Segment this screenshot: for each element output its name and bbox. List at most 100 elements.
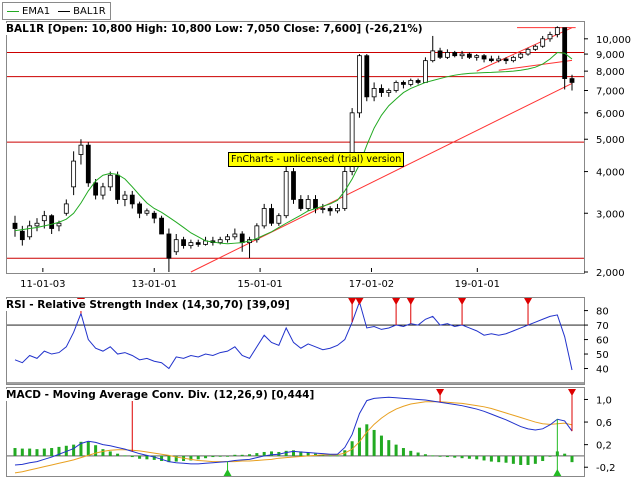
candle-body xyxy=(510,56,516,62)
macd-histogram-bar xyxy=(401,448,405,456)
candle-body xyxy=(371,88,377,98)
macd-histogram-bar xyxy=(72,444,76,456)
candle-body xyxy=(459,53,465,57)
macd-histogram-bar xyxy=(372,429,376,456)
macd-histogram-bar xyxy=(365,424,369,456)
candle-body xyxy=(56,222,62,227)
macd-histogram-bar xyxy=(533,455,537,464)
legend-item-bal[interactable]: BAL1R xyxy=(58,6,106,17)
candle-body xyxy=(239,233,245,243)
macd-histogram-bar xyxy=(497,455,501,463)
macd-y-tick-label: 1,0 xyxy=(596,395,612,406)
legend-item-ema[interactable]: EMA1 xyxy=(7,6,50,17)
candle-body xyxy=(276,215,282,224)
price-y-tick-label: 5,000 xyxy=(596,135,625,146)
candle-body xyxy=(313,199,318,209)
candle-body xyxy=(488,58,494,62)
rsi-y-tick-label: 40 xyxy=(596,365,609,376)
macd-histogram-bar xyxy=(387,440,391,456)
macd-histogram-bar xyxy=(482,455,486,461)
candle-body xyxy=(225,236,230,241)
macd-histogram-bar xyxy=(108,451,112,456)
candle-body xyxy=(320,208,326,210)
macd-histogram-bar xyxy=(270,451,274,456)
macd-histogram-bar xyxy=(145,455,149,460)
macd-histogram-bar xyxy=(570,455,574,463)
candle-body xyxy=(430,50,436,62)
price-x-tick-label: 15-01-01 xyxy=(237,279,282,290)
candle-body xyxy=(269,208,274,224)
candle-body xyxy=(12,222,18,229)
macd-histogram-bar xyxy=(57,446,61,456)
candle-body xyxy=(173,239,179,253)
macd-histogram-bar xyxy=(313,453,317,456)
candle-body xyxy=(188,242,194,246)
candle-body xyxy=(335,208,340,212)
price-panel-title: BAL1R [Open: 10,800 High: 10,800 Low: 7,… xyxy=(6,23,423,35)
macd-histogram-bar xyxy=(416,452,420,456)
macd-histogram-bar xyxy=(284,450,288,456)
macd-histogram-bar xyxy=(152,455,156,460)
macd-histogram-bar xyxy=(379,435,383,456)
legend-ema-label: EMA1 xyxy=(22,5,51,17)
macd-histogram-bar xyxy=(130,455,134,458)
panel-frame-2 xyxy=(6,387,585,477)
candle-body xyxy=(122,194,128,200)
candle-body xyxy=(357,55,362,114)
macd-histogram-bar xyxy=(50,448,54,456)
candle-body xyxy=(27,225,33,238)
trend-line xyxy=(498,59,573,71)
macd-histogram-bar xyxy=(255,453,259,456)
price-y-tick-label: 3,000 xyxy=(596,209,625,220)
candle-body xyxy=(254,225,260,241)
candle-body xyxy=(379,88,384,93)
macd-histogram-bar xyxy=(460,455,464,459)
candle-body xyxy=(305,199,311,209)
candle-body xyxy=(129,194,135,205)
macd-histogram-bar xyxy=(196,455,200,460)
macd-histogram-bar xyxy=(79,441,83,456)
price-y-tick-label: 2,000 xyxy=(596,268,625,279)
candle-body xyxy=(554,27,560,35)
candle-body xyxy=(466,53,472,58)
macd-histogram-bar xyxy=(541,455,545,462)
macd-histogram-bar xyxy=(174,455,178,462)
macd-histogram-bar xyxy=(409,450,413,456)
sell-signal-icon xyxy=(392,298,401,305)
candle-body xyxy=(107,174,113,188)
candle-body xyxy=(445,52,450,58)
macd-histogram-bar xyxy=(394,444,398,456)
macd-histogram-bar xyxy=(504,455,508,463)
macd-histogram-bar xyxy=(519,455,523,465)
macd-histogram-bar xyxy=(299,451,303,456)
macd-histogram-bar xyxy=(160,455,164,462)
macd-histogram-bar xyxy=(218,455,222,457)
rsi-y-tick-label: 50 xyxy=(596,350,609,361)
rsi-panel-title: RSI - Relative Strength Index (14,30,70)… xyxy=(6,299,290,311)
price-x-tick-label: 17-01-02 xyxy=(349,279,394,290)
candle-body xyxy=(393,82,399,91)
bal-swatch-icon xyxy=(58,10,71,12)
candle-body xyxy=(452,52,458,57)
candle-body xyxy=(401,82,406,85)
candle-body xyxy=(437,50,443,58)
sell-signal-icon xyxy=(568,389,576,396)
macd-histogram-bar xyxy=(475,455,479,460)
macd-histogram-bar xyxy=(467,455,471,459)
macd-histogram-bar xyxy=(20,448,24,456)
price-x-tick-label: 13-01-01 xyxy=(132,279,177,290)
price-x-tick-label: 19-01-01 xyxy=(455,279,500,290)
price-x-tick-label: 11-01-03 xyxy=(20,279,65,290)
candle-body xyxy=(137,203,142,214)
sell-signal-icon xyxy=(524,298,533,305)
legend: EMA1 BAL1R xyxy=(2,2,111,20)
ema-line xyxy=(14,51,573,245)
macd-histogram-bar xyxy=(248,454,252,456)
candle-body xyxy=(19,230,25,241)
macd-histogram-bar xyxy=(189,455,193,461)
candle-body xyxy=(547,34,553,40)
candle-body xyxy=(85,144,91,184)
sell-signal-icon xyxy=(348,298,357,305)
macd-histogram-bar xyxy=(226,455,230,457)
